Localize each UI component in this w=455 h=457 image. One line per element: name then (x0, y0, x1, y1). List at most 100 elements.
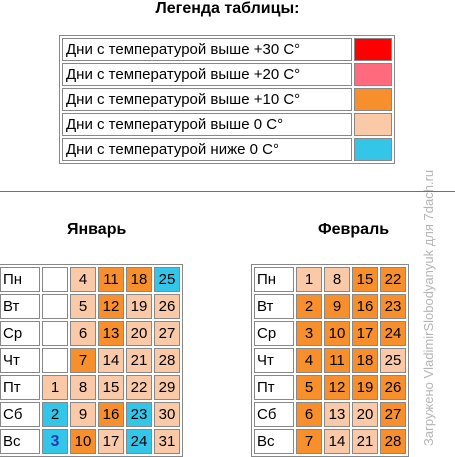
day-cell: 29 (154, 375, 180, 400)
day-cell: 25 (154, 267, 180, 292)
day-cell: 22 (126, 375, 152, 400)
weekday-label: Вс (254, 429, 294, 454)
day-cell: 13 (98, 321, 124, 346)
legend-label: Дни с температурой выше +10 С° (62, 88, 352, 111)
day-cell: 20 (352, 402, 378, 427)
legend-swatch (354, 38, 392, 61)
day-cell: 6 (296, 402, 322, 427)
calendar-row: Чт 4 11 18 25 (254, 348, 406, 373)
day-cell: 23 (126, 402, 152, 427)
day-cell: 3 (296, 321, 322, 346)
day-cell: 4 (70, 267, 96, 292)
calendar-row: Ср 6 13 20 27 (0, 321, 180, 346)
section-divider (0, 191, 455, 192)
watermark-text: Загружено VladimirSlobodyanyuk для 7dach… (421, 169, 436, 446)
weekday-label: Вт (254, 294, 294, 319)
day-cell: 5 (70, 294, 96, 319)
empty-cell (42, 348, 68, 373)
empty-cell (42, 267, 68, 292)
day-cell: 1 (42, 375, 68, 400)
legend-label: Дни с температурой ниже 0 С° (62, 138, 352, 161)
weekday-label: Сб (0, 402, 40, 427)
weekday-label: Ср (0, 321, 40, 346)
day-cell: 11 (98, 267, 124, 292)
day-cell: 17 (98, 429, 124, 454)
calendar-row: Чт 7 14 21 28 (0, 348, 180, 373)
weekday-label: Пт (254, 375, 294, 400)
legend-row: Дни с температурой выше +30 С° (62, 38, 392, 61)
calendar-row: Сб 6 13 20 27 (254, 402, 406, 427)
day-cell: 10 (70, 429, 96, 454)
calendar-row: Вт 2 9 16 23 (254, 294, 406, 319)
day-cell: 12 (324, 375, 350, 400)
day-cell: 18 (126, 267, 152, 292)
day-cell: 31 (154, 429, 180, 454)
day-cell: 16 (98, 402, 124, 427)
weekday-label: Пн (0, 267, 40, 292)
calendar-row: Сб 2 9 16 23 30 (0, 402, 180, 427)
day-cell: 21 (352, 429, 378, 454)
day-cell: 28 (380, 429, 406, 454)
calendar-row: Вс 3 10 17 24 31 (0, 429, 180, 454)
legend-row: Дни с температурой ниже 0 С° (62, 138, 392, 161)
empty-cell (42, 321, 68, 346)
day-cell: 16 (352, 294, 378, 319)
weekday-label: Сб (254, 402, 294, 427)
weekday-label: Чт (0, 348, 40, 373)
calendar-row: Пт 5 12 19 26 (254, 375, 406, 400)
calendar-row: Вт 5 12 19 26 (0, 294, 180, 319)
watermark: Загружено VladimirSlobodyanyuk для 7dach… (415, 80, 455, 446)
day-cell: 21 (126, 348, 152, 373)
calendar-january: Пн 4 11 18 25 Вт 5 12 19 26 Ср 6 13 20 27 Чт 7 14 21 28 Пт 1 8… (0, 264, 183, 457)
calendar-row: Пн 4 11 18 25 (0, 267, 180, 292)
day-cell: 15 (98, 375, 124, 400)
day-cell: 27 (154, 321, 180, 346)
calendar-february: Пн 1 8 15 22 Вт 2 9 16 23 Ср 3 10 17 24 Чт 4 11 18 25 Пт 5 12 1… (251, 264, 409, 457)
weekday-label: Вс (0, 429, 40, 454)
day-cell: 20 (126, 321, 152, 346)
day-cell: 19 (126, 294, 152, 319)
day-cell: 9 (324, 294, 350, 319)
day-cell: 25 (380, 348, 406, 373)
day-cell: 17 (352, 321, 378, 346)
day-cell: 18 (352, 348, 378, 373)
day-cell: 28 (154, 348, 180, 373)
day-cell: 3 (42, 429, 68, 454)
legend-label: Дни с температурой выше 0 С° (62, 113, 352, 136)
legend-swatch (354, 88, 392, 111)
weekday-label: Чт (254, 348, 294, 373)
weekday-label: Ср (254, 321, 294, 346)
day-cell: 8 (70, 375, 96, 400)
day-cell: 2 (42, 402, 68, 427)
legend-title: Легенда таблицы: (155, 0, 300, 17)
legend-swatch (354, 138, 392, 161)
day-cell: 4 (296, 348, 322, 373)
month-title-february: Февраль (318, 221, 390, 238)
day-cell: 6 (70, 321, 96, 346)
empty-cell (42, 294, 68, 319)
day-cell: 14 (324, 429, 350, 454)
day-cell: 30 (154, 402, 180, 427)
weekday-label: Пн (254, 267, 294, 292)
day-cell: 2 (296, 294, 322, 319)
day-cell: 13 (324, 402, 350, 427)
calendar-row: Вс 7 14 21 28 (254, 429, 406, 454)
day-cell: 7 (296, 429, 322, 454)
day-cell: 24 (126, 429, 152, 454)
day-cell: 24 (380, 321, 406, 346)
day-cell: 23 (380, 294, 406, 319)
day-cell: 19 (352, 375, 378, 400)
day-cell: 27 (380, 402, 406, 427)
calendar-row: Пт 1 8 15 22 29 (0, 375, 180, 400)
day-cell: 22 (380, 267, 406, 292)
legend-row: Дни с температурой выше 0 С° (62, 113, 392, 136)
day-cell: 1 (296, 267, 322, 292)
month-title-january: Январь (67, 221, 127, 238)
day-cell: 26 (154, 294, 180, 319)
weekday-label: Вт (0, 294, 40, 319)
day-cell: 7 (70, 348, 96, 373)
legend-label: Дни с температурой выше +20 С° (62, 63, 352, 86)
legend-row: Дни с температурой выше +10 С° (62, 88, 392, 111)
calendar-row: Ср 3 10 17 24 (254, 321, 406, 346)
legend-swatch (354, 63, 392, 86)
